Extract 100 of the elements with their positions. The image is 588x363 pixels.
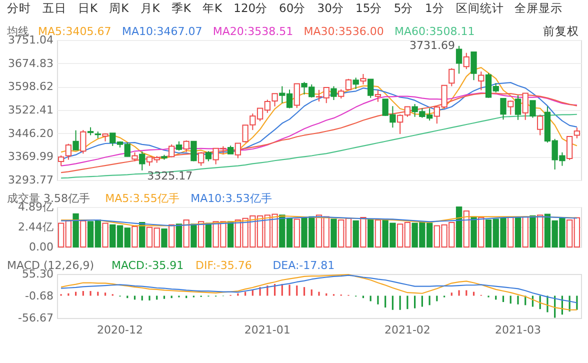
x-tick-label: 2021-03 <box>495 324 541 336</box>
candlestick <box>463 52 470 70</box>
bar <box>537 214 544 248</box>
y-tick-label: 2.44亿 <box>18 220 54 234</box>
y-tick-label: 3522.41 <box>8 104 54 116</box>
candlestick <box>338 88 344 99</box>
candlestick <box>330 86 337 101</box>
candlestick <box>566 136 573 161</box>
annotation: 3325.17 <box>147 169 193 182</box>
bar <box>514 217 522 248</box>
candlestick <box>537 114 544 136</box>
bar <box>330 218 337 248</box>
candlestick <box>478 71 484 91</box>
text: 1分 <box>424 1 444 15</box>
text: 周K <box>109 1 130 15</box>
bar <box>132 226 138 248</box>
y-tick-label: 3598.62 <box>8 80 54 94</box>
text: 5分 <box>394 1 414 15</box>
line-series <box>60 274 578 304</box>
candlestick <box>205 150 212 162</box>
candlestick <box>574 127 580 139</box>
bar <box>470 216 477 248</box>
candlestick <box>139 150 146 171</box>
bar <box>530 215 536 248</box>
bar <box>368 218 374 248</box>
text: 分时 <box>7 1 31 15</box>
x-tick-label: 2020-12 <box>97 324 143 336</box>
y-tick-label: -56.67 <box>18 312 54 324</box>
candlestick <box>176 140 182 152</box>
text: 年K <box>202 1 223 15</box>
y-tick-label: 3446.20 <box>8 126 54 140</box>
series-label: MACD:-35.91 <box>111 259 184 272</box>
candlestick <box>183 140 190 153</box>
candlestick <box>72 130 79 152</box>
text: 月K <box>140 1 160 15</box>
bar <box>205 222 212 248</box>
candlestick <box>500 98 506 120</box>
text: 30分 <box>317 1 344 15</box>
text: 15分 <box>356 1 382 15</box>
annotation: 3731.69 <box>410 38 456 52</box>
bar <box>478 217 484 248</box>
candlestick <box>508 100 514 116</box>
bar <box>190 224 197 248</box>
candlestick <box>190 140 197 162</box>
candlestick <box>530 100 536 118</box>
y-tick-label: 0.00 <box>29 240 54 254</box>
series-label: DIF:-35.76 <box>196 259 252 272</box>
candlestick <box>234 142 242 159</box>
line-series <box>60 114 578 179</box>
text: MA10:3467.07 <box>122 25 202 38</box>
series-label: DEA:-17.81 <box>272 259 335 272</box>
bar <box>198 221 204 248</box>
series-label: MA5:3.55亿手 <box>105 192 180 205</box>
bar <box>183 220 190 248</box>
x-tick-label: 2021-01 <box>244 324 290 336</box>
y-tick-label: 3674.83 <box>8 56 54 70</box>
bar <box>374 220 382 248</box>
candlestick <box>522 92 528 120</box>
text: 季K <box>171 1 192 15</box>
bar <box>360 217 366 248</box>
candlestick <box>374 90 382 102</box>
series-label: MA10:3.53亿手 <box>190 192 272 205</box>
candlestick <box>294 83 300 108</box>
candlestick <box>198 152 204 166</box>
y-tick-label: 55.30 <box>22 268 54 280</box>
candlestick <box>352 77 359 90</box>
text: 日K <box>78 1 98 15</box>
bar <box>80 220 86 248</box>
text: MA60:3508.11 <box>394 25 475 38</box>
candlestick <box>368 78 374 98</box>
bar <box>456 206 462 248</box>
bar <box>522 216 528 248</box>
candlestick <box>514 94 522 120</box>
line-series <box>60 274 578 310</box>
bar <box>176 224 182 248</box>
text: 前复权 <box>543 24 579 38</box>
candlestick <box>456 45 462 74</box>
y-tick-label: -0.68 <box>25 290 54 302</box>
y-tick-label: 3293.77 <box>8 174 54 186</box>
candlestick <box>448 68 455 87</box>
bar <box>72 213 79 248</box>
candlestick <box>470 51 477 81</box>
candlestick <box>168 144 175 158</box>
text: 120分 <box>234 1 268 15</box>
bar <box>352 220 359 248</box>
y-tick-label: 4.89亿 <box>18 200 54 214</box>
text: 全屏显示 <box>514 1 563 15</box>
bar <box>463 210 470 248</box>
candlestick <box>65 143 72 160</box>
text: MA30:3536.00 <box>304 25 384 38</box>
candlestick <box>360 73 366 85</box>
bar <box>294 218 300 248</box>
x-tick-label: 2021-02 <box>384 324 430 336</box>
candlestick <box>58 154 64 166</box>
bar <box>227 221 234 248</box>
y-tick-label: 3369.99 <box>8 150 54 164</box>
text: 区间统计 <box>456 1 504 15</box>
text: 60分 <box>279 1 306 15</box>
text: MA20:3538.51 <box>212 25 294 38</box>
text: 五日 <box>42 1 66 15</box>
